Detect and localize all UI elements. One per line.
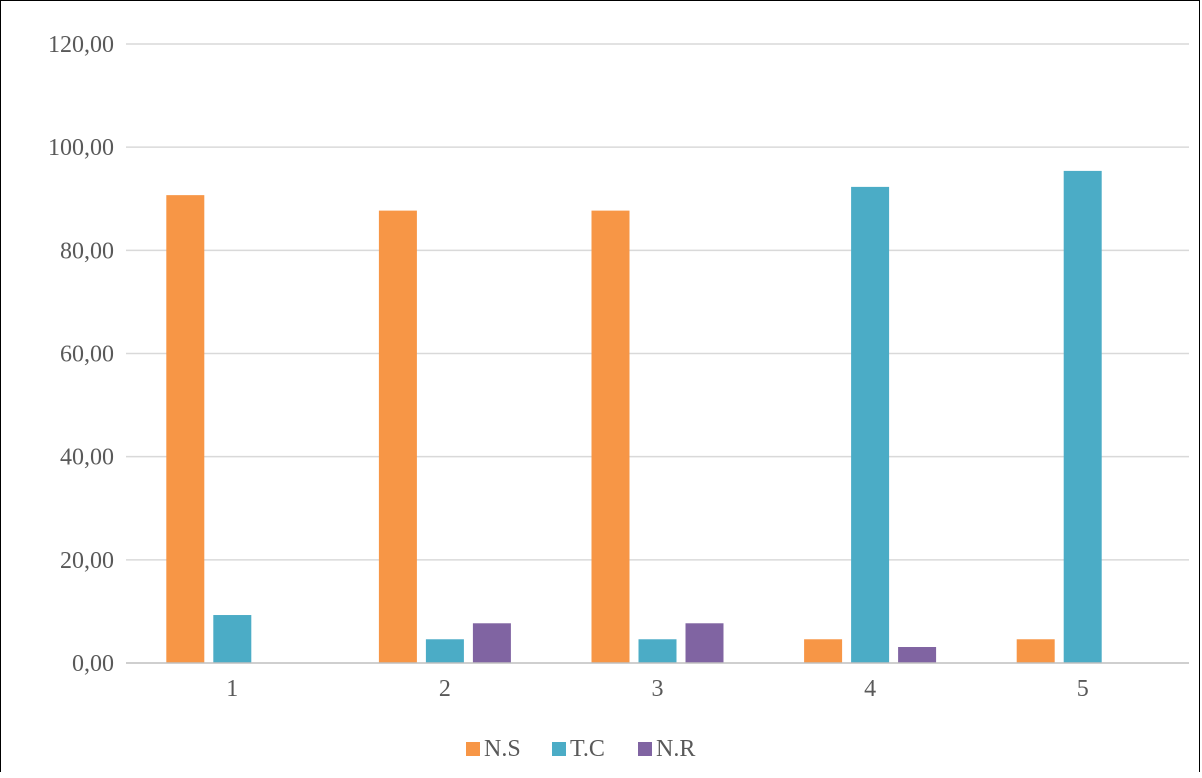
bar-n-r-4 [898,647,937,663]
y-tick-label: 120,00 [48,32,114,58]
legend-label: T.C [570,736,605,762]
legend-swatch [638,742,652,756]
bar-n-r-3 [685,623,724,663]
x-tick-label: 2 [439,676,451,702]
bar-n-s-5 [1016,639,1055,663]
bar-n-r-2 [472,623,511,663]
legend: N.S T.C N.R [466,736,695,762]
y-tick-label: 80,00 [60,238,114,264]
bar-t-c-2 [425,639,464,663]
y-axis-ticks: 0,00 20,00 40,00 60,00 80,00 100,00 120,00 [48,32,114,677]
x-tick-label: 3 [652,676,664,702]
y-tick-label: 60,00 [60,342,114,368]
y-tick-label: 40,00 [60,445,114,471]
x-axis-ticks: 1 2 3 4 5 [226,676,1088,702]
y-tick-label: 20,00 [60,548,114,574]
y-tick-label: 0,00 [72,651,114,677]
bar-n-s-1 [166,195,205,663]
bar-t-c-3 [638,639,677,663]
bar-n-s-2 [378,210,417,663]
bar-t-c-1 [213,615,252,663]
bars [166,170,1102,663]
x-tick-label: 5 [1077,676,1089,702]
x-tick-label: 4 [864,676,876,702]
legend-swatch [466,742,480,756]
legend-item-n-r: N.R [638,736,695,762]
legend-item-n-s: N.S [466,736,521,762]
y-tick-label: 100,00 [48,135,114,161]
bar-n-s-4 [804,639,843,663]
legend-label: N.R [656,736,695,762]
bar-t-c-5 [1063,170,1102,663]
bar-t-c-4 [851,186,890,663]
gridlines [126,43,1189,561]
x-tick-label: 1 [226,676,238,702]
bar-n-s-3 [591,210,630,663]
legend-label: N.S [484,736,521,762]
legend-item-t-c: T.C [552,736,605,762]
legend-swatch [552,742,566,756]
